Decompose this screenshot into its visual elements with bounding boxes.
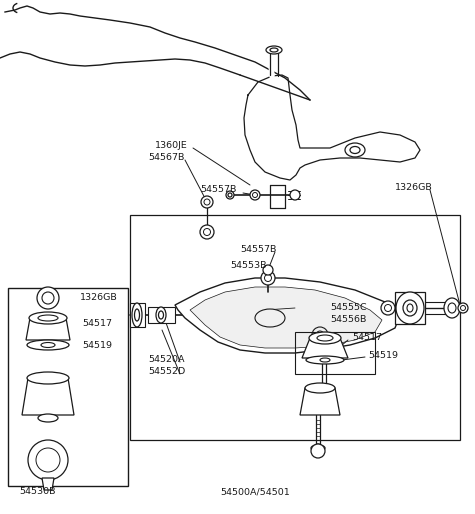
Bar xyxy=(295,332,375,374)
Circle shape xyxy=(265,274,272,282)
Polygon shape xyxy=(130,303,145,327)
Ellipse shape xyxy=(134,309,140,321)
Polygon shape xyxy=(148,307,175,323)
Polygon shape xyxy=(300,388,340,415)
Ellipse shape xyxy=(309,332,341,344)
Text: 54519: 54519 xyxy=(368,352,398,360)
Circle shape xyxy=(201,196,213,208)
Ellipse shape xyxy=(159,311,163,319)
Circle shape xyxy=(384,304,391,311)
Ellipse shape xyxy=(255,309,285,327)
Text: 54517: 54517 xyxy=(82,319,112,327)
Circle shape xyxy=(312,327,328,343)
Circle shape xyxy=(263,265,273,275)
Ellipse shape xyxy=(228,193,232,197)
Text: 54500A/54501: 54500A/54501 xyxy=(220,487,290,497)
Circle shape xyxy=(37,287,59,309)
Ellipse shape xyxy=(407,304,413,312)
Text: 54567B: 54567B xyxy=(148,154,184,162)
Circle shape xyxy=(381,301,395,315)
Ellipse shape xyxy=(29,312,67,324)
Polygon shape xyxy=(395,292,425,324)
Circle shape xyxy=(36,448,60,472)
Text: 54556B: 54556B xyxy=(330,316,366,324)
Circle shape xyxy=(253,193,257,197)
Bar xyxy=(8,288,128,486)
Text: 1360JE: 1360JE xyxy=(155,140,188,150)
Ellipse shape xyxy=(396,292,424,324)
Polygon shape xyxy=(302,338,348,358)
Circle shape xyxy=(460,305,466,310)
Circle shape xyxy=(314,444,322,452)
Circle shape xyxy=(200,225,214,239)
Circle shape xyxy=(290,190,300,200)
Ellipse shape xyxy=(317,335,333,341)
Circle shape xyxy=(250,190,260,200)
Bar xyxy=(130,215,460,440)
Text: 54557B: 54557B xyxy=(200,186,237,194)
Ellipse shape xyxy=(448,303,456,313)
Ellipse shape xyxy=(305,383,335,393)
Circle shape xyxy=(261,271,275,285)
Ellipse shape xyxy=(27,340,69,350)
Text: 54517: 54517 xyxy=(352,334,382,342)
Ellipse shape xyxy=(156,307,166,323)
Text: 54555C: 54555C xyxy=(330,303,367,313)
Circle shape xyxy=(203,229,210,235)
Polygon shape xyxy=(22,378,74,415)
Text: 54553B: 54553B xyxy=(230,262,266,270)
Circle shape xyxy=(458,303,468,313)
Circle shape xyxy=(42,292,54,304)
Ellipse shape xyxy=(38,315,58,321)
Text: 54519: 54519 xyxy=(82,340,112,350)
Circle shape xyxy=(204,199,210,205)
Circle shape xyxy=(311,444,325,458)
Text: 54552D: 54552D xyxy=(148,368,185,376)
Text: 1326GB: 1326GB xyxy=(395,183,433,193)
Polygon shape xyxy=(42,478,54,490)
Text: 54520A: 54520A xyxy=(148,356,184,364)
Ellipse shape xyxy=(38,414,58,422)
Ellipse shape xyxy=(41,342,55,347)
Text: 54530B: 54530B xyxy=(20,487,56,497)
Polygon shape xyxy=(190,287,382,348)
Ellipse shape xyxy=(306,356,344,364)
Ellipse shape xyxy=(311,445,325,451)
Ellipse shape xyxy=(226,191,234,199)
Text: 1326GB: 1326GB xyxy=(80,293,118,303)
Ellipse shape xyxy=(350,146,360,154)
Polygon shape xyxy=(26,318,70,340)
Text: 54557B: 54557B xyxy=(240,246,276,254)
Ellipse shape xyxy=(132,303,142,327)
Ellipse shape xyxy=(444,298,460,318)
Polygon shape xyxy=(175,278,400,353)
Ellipse shape xyxy=(403,300,417,316)
Ellipse shape xyxy=(27,372,69,384)
Ellipse shape xyxy=(270,48,278,52)
Ellipse shape xyxy=(320,358,330,362)
Ellipse shape xyxy=(266,46,282,54)
Ellipse shape xyxy=(345,143,365,157)
Circle shape xyxy=(316,331,324,339)
Circle shape xyxy=(28,440,68,480)
